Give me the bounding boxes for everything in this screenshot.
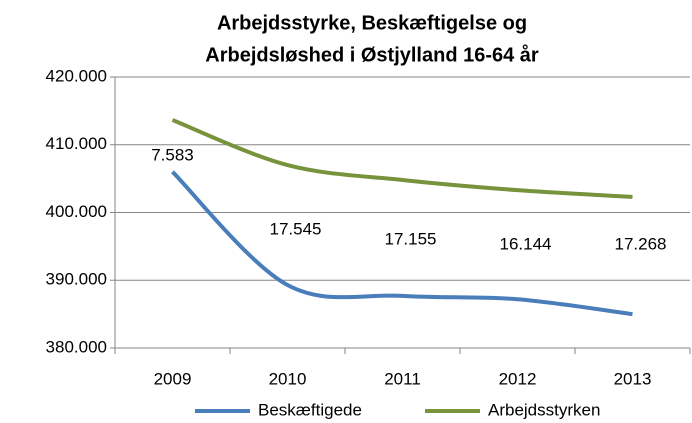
y-tick-label: 400.000 — [46, 202, 107, 221]
x-tick-label: 2011 — [384, 369, 421, 388]
x-tick-label: 2013 — [614, 369, 652, 388]
series-line — [171, 170, 633, 317]
y-tick-label: 410.000 — [46, 134, 107, 153]
annotation: 17.545 — [270, 219, 322, 238]
y-tick-label: 420.000 — [46, 66, 107, 85]
annotation: 7.583 — [151, 145, 194, 164]
annotation: 17.268 — [615, 234, 667, 253]
annotation: 17.155 — [385, 229, 437, 248]
chart-title: Arbejdsløshed i Østjylland 16-64 år — [205, 43, 539, 66]
x-tick-label: 2012 — [499, 369, 537, 388]
y-tick-label: 390.000 — [46, 270, 107, 289]
legend-label: Arbejdsstyrken — [488, 400, 600, 419]
x-tick-label: 2010 — [269, 369, 307, 388]
legend-label: Beskæftigede — [258, 400, 362, 419]
chart-title: Arbejdsstyrke, Beskæftigelse og — [217, 12, 527, 34]
annotation: 16.144 — [500, 234, 552, 253]
x-tick-label: 2009 — [154, 369, 192, 388]
series-line — [171, 118, 633, 199]
y-tick-label: 380.000 — [46, 337, 107, 356]
